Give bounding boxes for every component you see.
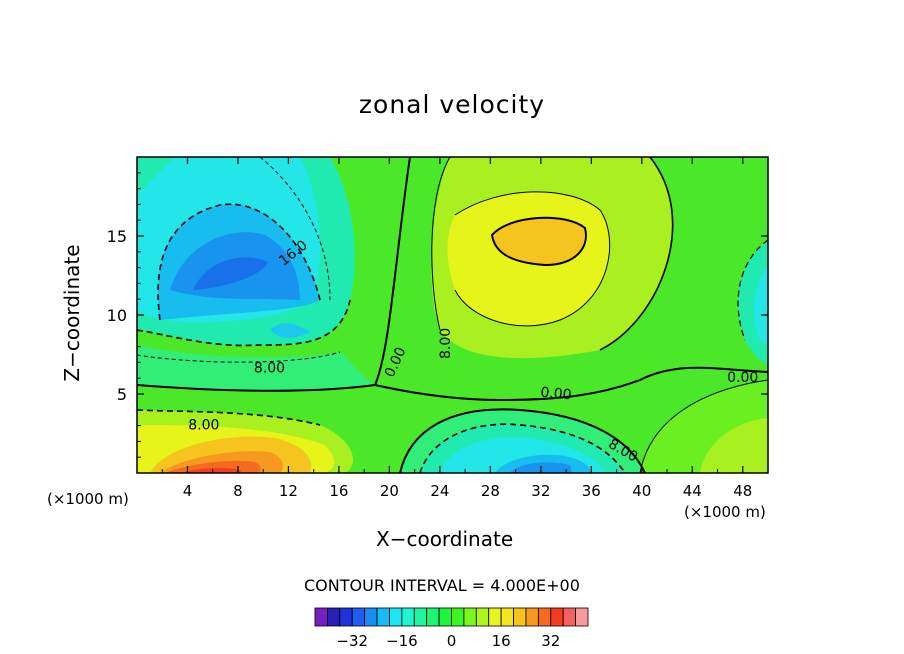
x-tick-label: 24 (430, 482, 449, 500)
y-tick-label: 10 (107, 306, 127, 325)
colorbar-swatch (389, 607, 403, 627)
colorbar: −32 −16 0 16 32 (314, 607, 589, 650)
contour-label: 8.00 (254, 361, 285, 377)
colorbar-swatch (413, 607, 428, 627)
colorbar-tick-label: 0 (447, 632, 457, 650)
x-tick-label: 36 (582, 482, 601, 500)
y-axis-label: Z−coordinate (60, 244, 84, 382)
colorbar-swatch (351, 607, 366, 627)
x-tick-label: 8 (233, 482, 243, 500)
x-unit-label-left: (×1000 m) (47, 490, 129, 508)
colorbar-tick-label: 16 (492, 632, 511, 650)
colorbar-tick-label: −32 (336, 632, 368, 650)
colorbar-swatch (500, 607, 514, 627)
colorbar-swatch (537, 607, 552, 627)
colorbar-tick-label: 32 (541, 632, 560, 650)
colorbar-swatch (550, 607, 564, 627)
y-axis-ticks: 5 10 15 (107, 172, 768, 458)
y-tick-label: 5 (117, 385, 127, 404)
colorbar-swatch (339, 607, 353, 627)
y-tick-label: 15 (107, 227, 127, 246)
colorbar-tick-label: −16 (386, 632, 418, 650)
contour-interval-label: CONTOUR INTERVAL = 4.000E+00 (304, 576, 580, 595)
colorbar-swatch (438, 607, 452, 627)
x-tick-label: 20 (380, 482, 399, 500)
colorbar-swatch (475, 607, 490, 627)
colorbar-swatch (314, 607, 328, 627)
colorbar-swatch (463, 607, 477, 627)
colorbar-swatch (364, 607, 378, 627)
x-tick-label: 44 (683, 482, 702, 500)
colorbar-swatch (451, 607, 465, 627)
chart-title: zonal velocity (358, 90, 546, 119)
colorbar-swatch (327, 607, 341, 627)
contour-label: 8.00 (438, 328, 454, 359)
colorbar-swatch (513, 607, 527, 627)
contour-lines (137, 157, 768, 473)
x-tick-label: 40 (632, 482, 651, 500)
colorbar-swatch (488, 607, 502, 627)
contour-label: 0.00 (540, 385, 572, 404)
colorbar-swatch (525, 607, 539, 627)
x-tick-label: 16 (329, 482, 348, 500)
x-tick-label: 28 (481, 482, 500, 500)
contour-label: 8.00 (188, 418, 219, 434)
x-tick-label: 4 (183, 482, 193, 500)
contour-fill-layer (137, 157, 768, 473)
contour-label: 0.00 (727, 370, 758, 386)
colorbar-swatch (401, 607, 415, 627)
colorbar-swatch (575, 607, 589, 627)
colorbar-swatch (426, 607, 440, 627)
x-tick-label: 12 (279, 482, 298, 500)
x-unit-label-right: (×1000 m) (684, 503, 766, 521)
colorbar-swatch (376, 607, 390, 627)
x-tick-label: 32 (531, 482, 550, 500)
x-axis-ticks: 4 8 12 16 20 24 28 32 36 40 44 48 (161, 157, 752, 500)
x-axis-label: X−coordinate (376, 527, 514, 551)
colorbar-swatch (562, 607, 576, 627)
x-tick-label: 48 (733, 482, 752, 500)
